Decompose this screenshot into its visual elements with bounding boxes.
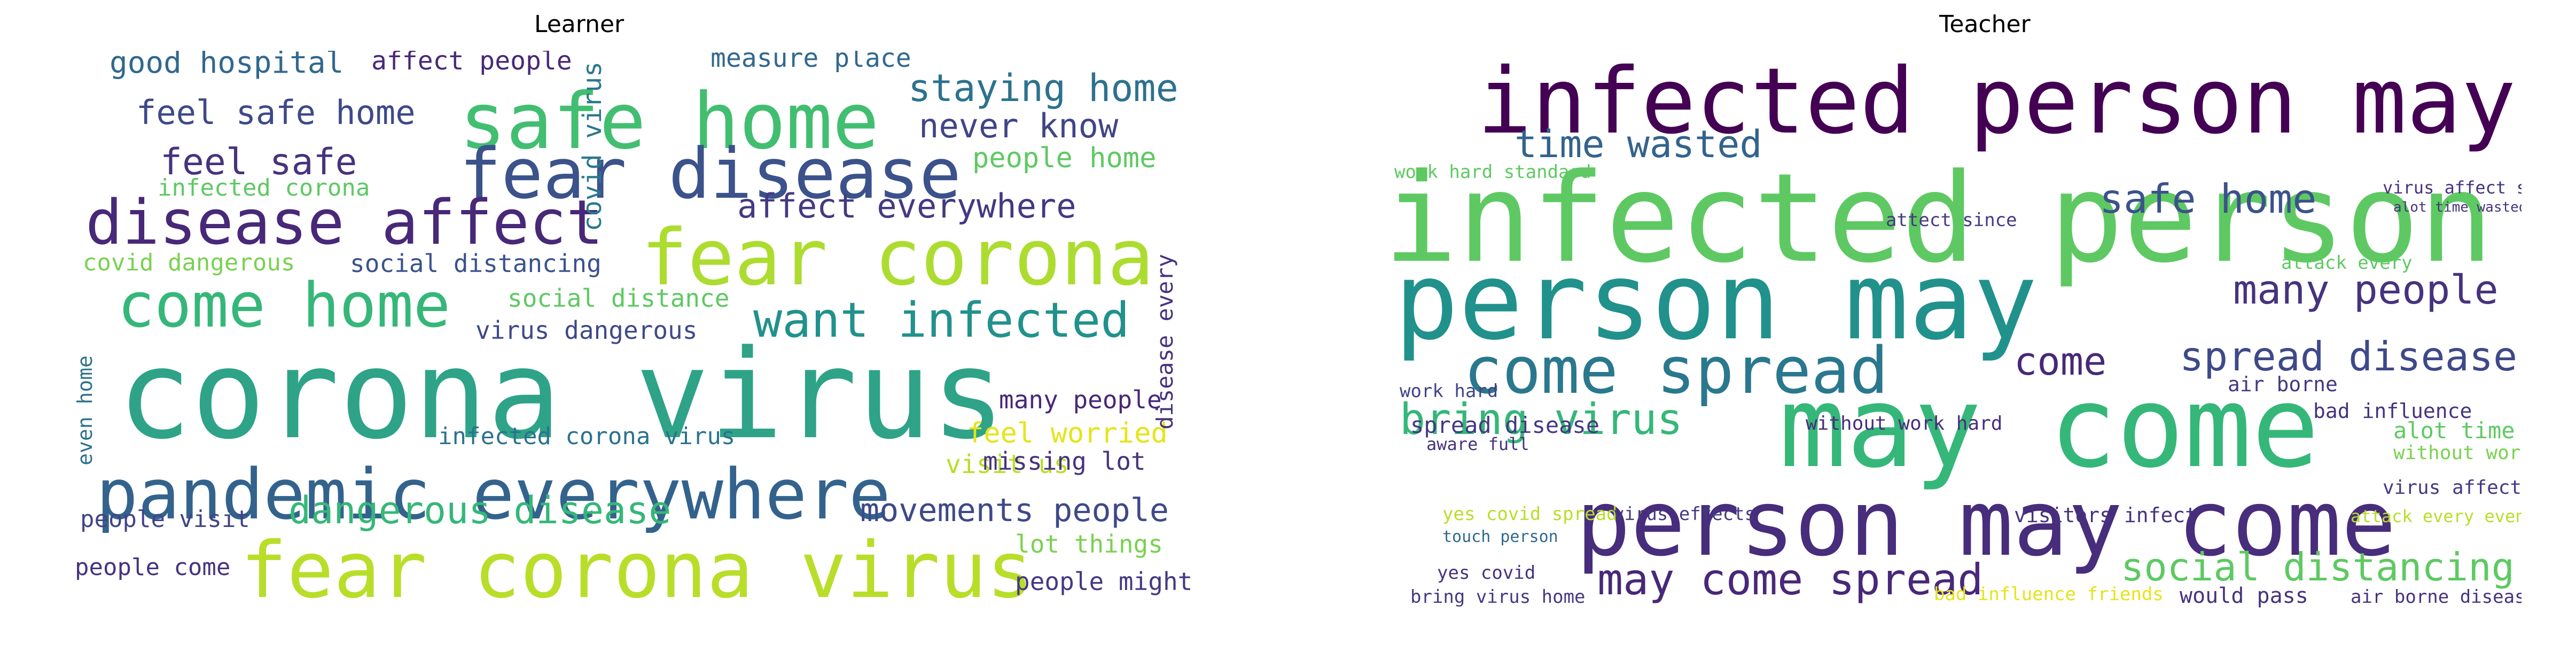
teacher-word-cloud: infected person may infected person pers… xyxy=(1378,51,2522,617)
word: attack every xyxy=(2281,252,2413,274)
word: feel safe home xyxy=(136,93,416,132)
word: covid dangerous xyxy=(83,249,295,276)
word: people visit xyxy=(80,506,250,533)
word: without work xyxy=(2393,442,2522,464)
word: measure place xyxy=(711,51,911,73)
word: virus effects xyxy=(1613,503,1756,525)
word: come xyxy=(2014,339,2107,384)
word: many people xyxy=(2233,266,2499,313)
word: safe home xyxy=(2099,175,2317,222)
word: aware full xyxy=(1426,434,1529,454)
word: person may xyxy=(1394,239,2038,364)
word: work hard standard xyxy=(1394,161,1591,183)
word: social distancing xyxy=(2121,545,2515,590)
word: staying home xyxy=(908,66,1178,110)
word: infected corona virus xyxy=(438,423,736,450)
word: good hospital xyxy=(110,51,344,80)
word: people home xyxy=(972,142,1157,174)
word: disease affect xyxy=(85,187,604,259)
word: people might xyxy=(1015,567,1193,596)
word: spread disease xyxy=(1410,412,1600,438)
word: time wasted xyxy=(1515,122,1762,166)
word: would pass xyxy=(2180,584,2308,608)
word: air borne xyxy=(2228,373,2338,396)
word: may come xyxy=(1779,362,2320,493)
word: lot things xyxy=(1015,530,1163,559)
word: alot time wasted xyxy=(2393,199,2522,215)
word: never know xyxy=(919,106,1119,145)
word: bring virus home xyxy=(1410,586,1586,608)
word: touch person xyxy=(1442,528,1558,546)
teacher-title: Teacher xyxy=(1939,11,2031,38)
word: even home xyxy=(73,355,97,466)
word: covid virus xyxy=(577,61,607,231)
word: visit us xyxy=(946,449,1070,479)
word: infected person may xyxy=(1477,51,2516,154)
word: movements people xyxy=(860,492,1169,529)
word: feel safe xyxy=(160,141,357,183)
word: feel worried xyxy=(967,417,1168,449)
word: work hard xyxy=(1400,381,1498,402)
word: come spread xyxy=(1464,334,1888,408)
word: bad influence xyxy=(2313,399,2472,423)
word: fear corona virus xyxy=(240,525,1034,616)
word: bring virus xyxy=(1400,394,1683,444)
word: air borne disease xyxy=(2351,586,2522,608)
word: infected person xyxy=(1384,148,2494,290)
word: social distance xyxy=(508,284,730,313)
word: want infected xyxy=(753,292,1130,348)
word: attack every even xyxy=(2351,506,2522,526)
word: infected corona xyxy=(158,174,370,201)
word: missing lot xyxy=(983,447,1146,476)
word: without work hard xyxy=(1806,413,2003,435)
word: affect everywhere xyxy=(737,187,1076,226)
word: may come spread xyxy=(1597,555,1984,604)
word: safe home xyxy=(459,76,879,167)
word: people come xyxy=(75,554,231,581)
word: spread disease xyxy=(2180,333,2518,380)
word: pandemic everywhere xyxy=(96,454,891,535)
word: disease every xyxy=(1152,254,1178,430)
word: virus affect xyxy=(2383,477,2522,499)
word: yes covid xyxy=(1437,562,1536,584)
word: affect people xyxy=(371,51,572,76)
word: fear disease xyxy=(459,133,962,214)
word: alot time xyxy=(2393,417,2515,444)
word: corona virus xyxy=(118,324,1005,467)
word: visitors infect xyxy=(2014,503,2198,527)
word: bad influence friends xyxy=(1934,584,2164,605)
word: virus affect since xyxy=(2383,177,2522,198)
word: fear corona xyxy=(641,213,1154,303)
word: dangerous disease xyxy=(288,488,672,532)
word: virus dangerous xyxy=(475,316,698,345)
learner-title: Learner xyxy=(534,11,625,38)
word: attect since xyxy=(1886,210,2017,231)
word: person may come xyxy=(1576,471,2397,577)
word: come home xyxy=(118,270,451,342)
learner-word-cloud: corona virus pandemic everywhere fear co… xyxy=(64,51,1207,617)
word: social distancing xyxy=(350,249,602,278)
word: many people xyxy=(999,385,1162,414)
word: yes covid spread xyxy=(1442,503,1618,525)
